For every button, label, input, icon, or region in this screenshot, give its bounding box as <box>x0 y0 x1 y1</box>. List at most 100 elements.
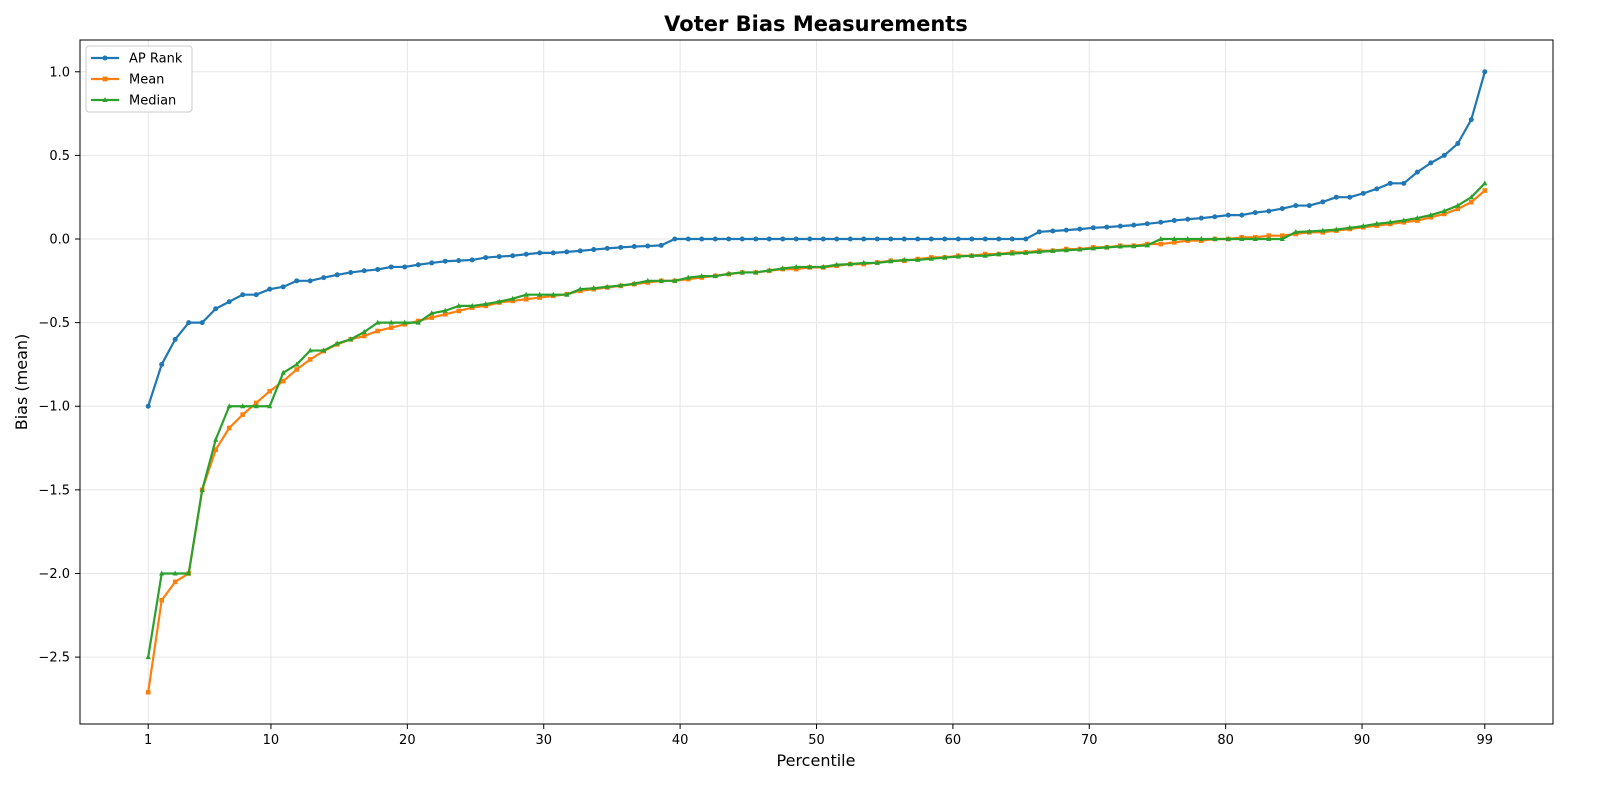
data-point <box>1441 208 1447 214</box>
legend-entry-mean: Mean <box>91 73 164 88</box>
data-point <box>1347 224 1353 230</box>
data-point <box>415 319 421 325</box>
data-point <box>942 254 948 260</box>
data-point <box>550 291 556 297</box>
data-point <box>280 378 286 384</box>
series-ap-rank <box>145 69 1488 409</box>
data-point <box>267 388 273 394</box>
data-point <box>699 273 705 279</box>
data-point <box>253 403 259 409</box>
legend-label-ap-rank: AP Rank <box>129 52 183 67</box>
data-point <box>348 336 354 342</box>
x-tick-label: 10 <box>263 733 280 748</box>
data-point <box>280 284 286 290</box>
data-point <box>564 249 570 255</box>
data-point <box>969 252 975 258</box>
data-point <box>847 261 853 267</box>
data-point <box>1266 236 1272 242</box>
data-point <box>1441 152 1447 158</box>
data-point <box>739 269 745 275</box>
data-point <box>780 236 786 242</box>
data-point <box>1455 141 1461 147</box>
data-point <box>1482 188 1488 193</box>
data-point <box>861 236 867 242</box>
data-point <box>631 280 637 286</box>
data-point <box>1401 217 1407 223</box>
y-tick-label: 1.0 <box>49 65 70 80</box>
data-point <box>213 447 219 453</box>
x-tick-label: 30 <box>535 733 552 748</box>
data-point <box>172 579 178 585</box>
legend-label-mean: Mean <box>129 73 164 88</box>
data-point <box>496 254 502 260</box>
data-point <box>712 273 718 279</box>
data-point <box>1212 214 1218 220</box>
data-point <box>159 597 164 603</box>
data-point <box>1131 222 1137 228</box>
data-point <box>1212 236 1218 242</box>
data-point <box>267 403 273 409</box>
data-point <box>888 236 894 242</box>
data-point <box>1428 160 1434 166</box>
data-point <box>1482 180 1488 186</box>
tick-layer: 1 10 20 30 40 50 60 70 80 90 99 −2.5 −2.0 −1.5 −1.0 −0.… <box>38 65 1493 748</box>
data-point <box>1239 236 1245 242</box>
data-point <box>402 319 408 325</box>
data-point <box>685 236 691 242</box>
data-point <box>604 245 610 251</box>
data-point <box>1442 211 1447 217</box>
data-point <box>361 333 367 339</box>
data-point <box>294 361 300 367</box>
data-point <box>456 308 462 314</box>
data-point <box>510 298 516 304</box>
legend-marker-mean <box>102 76 108 82</box>
data-point <box>753 236 759 242</box>
x-tick-label: 60 <box>945 733 962 748</box>
data-point <box>942 236 948 242</box>
data-point <box>199 486 205 492</box>
data-point <box>537 250 543 256</box>
data-point <box>388 264 394 270</box>
data-point <box>213 306 219 312</box>
data-point <box>1077 246 1083 252</box>
data-point <box>388 325 394 330</box>
data-point <box>1414 215 1420 221</box>
data-point <box>618 244 624 250</box>
data-point <box>1428 212 1434 218</box>
data-point <box>1104 224 1110 230</box>
data-point <box>1279 206 1285 212</box>
data-point <box>1482 69 1488 75</box>
data-point <box>523 251 529 257</box>
x-tick-label: 90 <box>1354 733 1371 748</box>
data-point <box>753 269 759 275</box>
data-point <box>145 689 151 695</box>
data-point <box>1306 203 1312 209</box>
legend-entry-ap-rank: AP Rank <box>91 52 183 67</box>
data-point <box>1320 227 1326 233</box>
data-point <box>834 236 840 242</box>
data-point <box>1360 223 1366 229</box>
data-point <box>1198 215 1204 221</box>
data-point <box>820 263 826 269</box>
y-tick-label: −1.5 <box>38 483 70 498</box>
data-point <box>307 347 313 353</box>
data-point <box>631 244 637 250</box>
y-tick-label: −2.5 <box>38 651 70 666</box>
data-point <box>510 295 516 301</box>
data-point <box>267 286 273 292</box>
data-point <box>442 311 448 317</box>
data-point <box>469 302 475 308</box>
legend: AP Rank Mean Median <box>85 45 193 113</box>
data-point <box>1360 190 1366 196</box>
data-point <box>928 255 934 261</box>
y-tick-label: −2.0 <box>38 567 70 582</box>
series-line-ap-rank <box>147 71 1486 407</box>
data-point <box>145 654 151 660</box>
data-point <box>1063 227 1069 233</box>
data-point <box>1063 247 1069 253</box>
data-point <box>1198 236 1204 242</box>
data-point <box>739 236 745 242</box>
series-line-median <box>147 182 1486 658</box>
data-point <box>1185 216 1191 222</box>
data-point <box>793 236 799 242</box>
